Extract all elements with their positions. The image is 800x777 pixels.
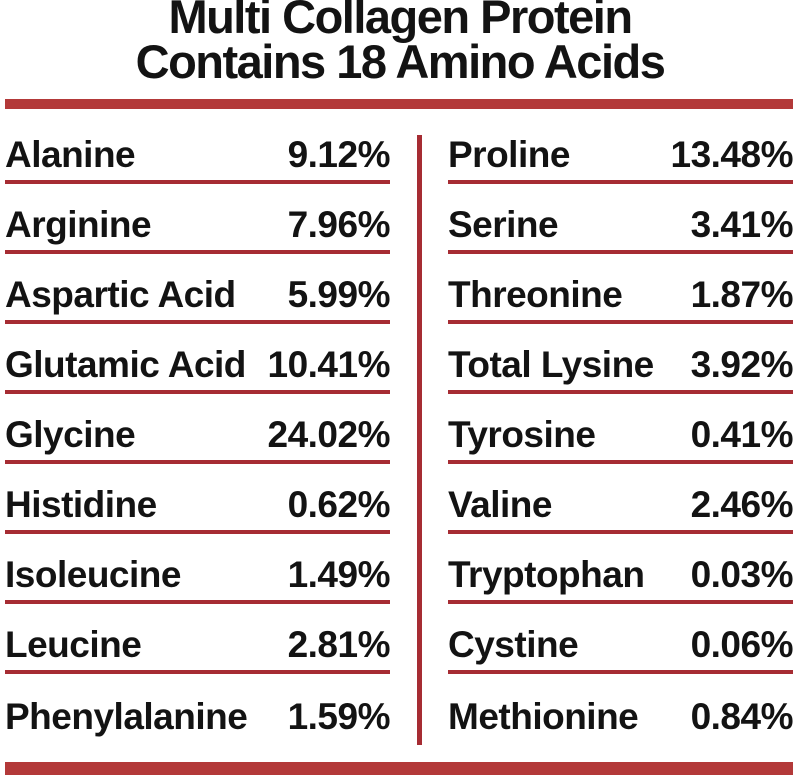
amino-acid-value: 0.84% (690, 696, 794, 737)
table-row: Tyrosine 0.41% (448, 394, 794, 464)
amino-acid-column-right: Proline 13.48% Serine 3.41% Threonine 1.… (448, 114, 794, 744)
amino-acid-value: 10.41% (267, 344, 391, 385)
amino-acid-value: 2.46% (690, 484, 794, 525)
amino-acid-name: Isoleucine (5, 554, 181, 595)
amino-acid-name: Alanine (5, 134, 136, 175)
amino-acid-name: Methionine (448, 696, 639, 737)
amino-acid-value: 2.81% (287, 624, 391, 665)
table-row: Cystine 0.06% (448, 604, 794, 674)
amino-acid-name: Tyrosine (448, 414, 596, 455)
table-row: Tryptophan 0.03% (448, 534, 794, 604)
amino-acid-value: 5.99% (287, 274, 391, 315)
amino-acid-name: Glycine (5, 414, 136, 455)
table-row: Methionine 0.84% (448, 674, 794, 744)
amino-acid-value: 1.87% (690, 274, 794, 315)
amino-acid-value: 3.92% (690, 344, 794, 385)
amino-acid-name: Arginine (5, 204, 152, 245)
amino-acid-name: Cystine (448, 624, 579, 665)
amino-acid-name: Leucine (5, 624, 142, 665)
amino-acid-value: 24.02% (267, 414, 391, 455)
amino-acid-name: Proline (448, 134, 570, 175)
page-title: Multi Collagen Protein Contains 18 Amino… (0, 0, 800, 88)
table-row: Aspartic Acid 5.99% (5, 254, 391, 324)
table-row: Glutamic Acid 10.41% (5, 324, 390, 394)
table-row: Leucine 2.81% (5, 604, 391, 674)
amino-acid-name: Tryptophan (448, 554, 645, 595)
table-row: Glycine 24.02% (5, 394, 390, 464)
table-row: Phenylalanine 1.59% (5, 674, 391, 744)
amino-acid-name: Histidine (5, 484, 157, 525)
table-row: Proline 13.48% (448, 114, 793, 184)
bottom-divider-bar (5, 762, 793, 775)
table-row: Serine 3.41% (448, 184, 794, 254)
page-title-line2: Contains 18 Amino Acids (135, 35, 666, 88)
table-row: Total Lysine 3.92% (448, 324, 794, 394)
table-row: Isoleucine 1.49% (5, 534, 391, 604)
amino-acid-value: 9.12% (287, 134, 391, 175)
amino-acid-name: Total Lysine (448, 344, 654, 385)
amino-acid-value: 0.62% (287, 484, 391, 525)
amino-acid-column-left: Alanine 9.12% Arginine 7.96% Aspartic Ac… (5, 114, 391, 744)
amino-acid-name: Valine (448, 484, 552, 525)
amino-acid-value: 0.03% (690, 554, 794, 595)
amino-acid-value: 3.41% (690, 204, 794, 245)
table-row: Valine 2.46% (448, 464, 794, 534)
amino-acid-name: Threonine (448, 274, 623, 315)
amino-acid-name: Phenylalanine (5, 696, 248, 737)
top-divider-bar (5, 99, 793, 109)
amino-acid-value: 13.48% (670, 134, 794, 175)
amino-acid-value: 0.41% (690, 414, 794, 455)
amino-acid-name: Glutamic Acid (5, 344, 246, 385)
page-title-line1: Multi Collagen Protein (168, 0, 633, 43)
table-row: Threonine 1.87% (448, 254, 794, 324)
amino-acid-value: 1.59% (287, 696, 391, 737)
amino-acid-name: Aspartic Acid (5, 274, 236, 315)
vertical-divider (417, 135, 422, 745)
amino-acid-value: 7.96% (287, 204, 391, 245)
amino-acid-value: 0.06% (690, 624, 794, 665)
amino-acid-value: 1.49% (287, 554, 391, 595)
table-row: Alanine 9.12% (5, 114, 391, 184)
table-row: Histidine 0.62% (5, 464, 391, 534)
table-row: Arginine 7.96% (5, 184, 391, 254)
amino-acid-name: Serine (448, 204, 559, 245)
